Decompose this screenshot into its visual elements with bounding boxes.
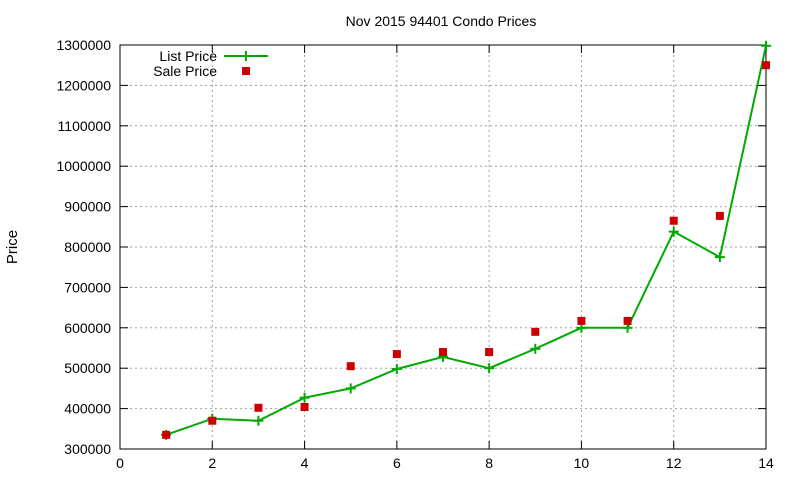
list-price-point — [530, 343, 541, 354]
x-tick-label: 10 — [574, 455, 590, 471]
sale-price-point — [485, 348, 494, 357]
legend-label-list-price: List Price — [159, 48, 217, 64]
y-tick-label: 1300000 — [56, 37, 111, 53]
y-tick-label: 800000 — [64, 239, 111, 255]
legend-sample-sale-price — [242, 67, 250, 75]
y-tick-label: 1200000 — [56, 77, 111, 93]
y-tick-label: 600000 — [64, 320, 111, 336]
y-tick-label: 500000 — [64, 360, 111, 376]
x-tick-label: 6 — [393, 455, 401, 471]
y-tick-label: 900000 — [64, 199, 111, 215]
x-tick-label: 8 — [485, 455, 493, 471]
list-price-line — [165, 45, 767, 436]
y-tick-label: 1100000 — [58, 118, 112, 134]
y-tick-label: 300000 — [64, 441, 111, 457]
list-price-point — [668, 226, 679, 237]
sale-price-point — [208, 416, 217, 425]
sale-price-point — [392, 350, 401, 359]
list-price-point — [253, 415, 264, 426]
x-tick-label: 2 — [208, 455, 216, 471]
x-tick-label: 14 — [758, 455, 774, 471]
sale-price-point — [254, 403, 263, 412]
list-price-point — [484, 363, 495, 374]
sale-price-point — [669, 216, 678, 225]
sale-price-point — [623, 316, 632, 325]
sale-price-point — [715, 211, 724, 220]
list-price-point — [345, 383, 356, 394]
axis-ticks: 300000 400000 500000 600000 700000 800000 9000… — [56, 37, 774, 471]
chart-title: Nov 2015 94401 Condo Prices — [346, 13, 537, 29]
list-price-point — [299, 392, 310, 403]
grid — [120, 45, 766, 449]
y-axis-label: Price — [4, 230, 21, 264]
legend-sample-list-price — [224, 51, 268, 61]
y-tick-label: 400000 — [64, 401, 111, 417]
sale-price-point — [439, 348, 447, 357]
legend-square — [242, 67, 250, 75]
list-price-point — [714, 252, 725, 263]
series-layer — [161, 40, 771, 440]
sale-price-point — [162, 430, 171, 439]
sale-price-point — [300, 402, 309, 411]
y-tick-label: 1000000 — [56, 158, 111, 174]
sale-price-point — [762, 61, 770, 70]
legend: List Price Sale Price — [153, 48, 268, 79]
x-tick-label: 0 — [116, 455, 124, 471]
list-price-point — [761, 40, 771, 51]
sale-price-point — [531, 327, 540, 336]
sale-price-point — [577, 316, 586, 325]
y-tick-label: 700000 — [64, 279, 111, 295]
list-price-point — [391, 364, 402, 375]
x-tick-label: 4 — [301, 455, 309, 471]
x-tick-label: 12 — [666, 455, 682, 471]
legend-label-sale-price: Sale Price — [153, 63, 217, 79]
legend-cross — [241, 51, 251, 61]
sale-price-point — [346, 362, 355, 371]
